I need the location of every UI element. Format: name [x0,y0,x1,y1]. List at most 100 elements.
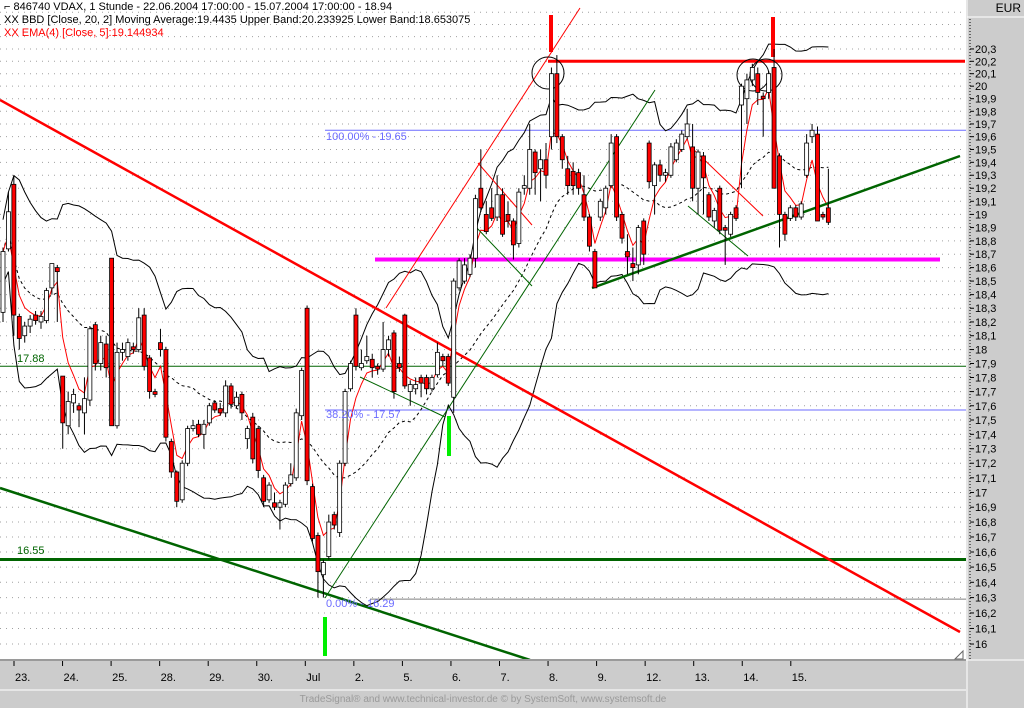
candle-body-down [152,391,158,395]
candle [201,419,207,449]
candle [755,67,761,105]
candle [630,247,636,282]
candle [212,400,218,413]
candle [342,388,348,467]
candle-body-up [337,462,343,533]
candle [71,388,76,413]
candle-body-up [711,210,717,222]
price-tick-label: 16,8 [975,517,996,529]
candle [396,356,402,372]
candle [114,342,120,429]
candle [825,168,831,225]
bollinger-lower-band[interactable] [2,262,829,607]
candle [375,363,381,375]
candle-body-down [391,332,397,392]
candle-body-down [174,471,180,502]
ema-legend[interactable]: XX EMA(4) [Close, 5]:19.144934 [4,27,164,39]
candle [120,342,125,361]
candle-body-up [467,257,473,275]
candle [402,313,408,389]
price-tick-label: 16,7 [975,532,996,544]
candle-body-down [733,207,739,219]
candle [407,380,413,406]
candle-body-up [473,198,478,259]
candle [706,192,712,221]
green-flag-line-1[interactable] [359,376,446,418]
candle-body-down [11,183,17,316]
candle [445,353,451,386]
candle [527,123,533,195]
time-tick-label: 24. [64,672,79,684]
candle [22,321,28,343]
candle-body-down [196,423,201,435]
candle-body-down [440,356,446,362]
price-tick-label: 16,6 [975,547,996,559]
green-channel-line[interactable] [324,89,656,599]
price-tick-label: 18,9 [975,223,996,235]
candle-body-up [549,73,554,138]
fib-100-label: 100.00% - 19.65 [326,131,407,143]
bollinger-upper-band[interactable] [2,43,829,376]
fib-0-label: 0.00% - 16.29 [326,598,395,610]
candle [728,211,734,237]
candle-body-down [587,216,592,247]
candle [749,63,755,87]
candle-body-down [782,214,788,235]
candle-body-up [684,123,690,138]
price-tick-label: 18,4 [975,290,996,302]
candle-body-down [706,194,712,218]
candle [711,207,717,228]
candle-body-down [33,314,38,321]
time-tick-label: 5. [403,672,412,684]
resize-grip-icon[interactable] [953,649,964,660]
level-17-88-label: 17.88 [17,353,45,365]
bbd-legend[interactable]: XX BBD [Close, 20, 2] Moving Average:19.… [4,14,471,26]
candle [147,355,153,399]
candle-body-down [825,207,831,223]
red-channel-line[interactable] [385,7,581,309]
price-tick-label: 19,3 [975,170,996,182]
green-flag-line-2[interactable] [474,225,533,287]
candle [429,374,435,392]
candle-body-down [777,155,782,215]
candle [418,374,424,398]
price-tick-label: 18,1 [975,331,996,343]
price-tick-label: 18,8 [975,236,996,248]
candle [353,308,359,371]
candle [331,511,337,530]
moving-average-line[interactable] [2,151,829,479]
candle [798,201,804,220]
candle [592,248,598,289]
red-flag-line-1[interactable] [477,162,533,226]
time-tick-label: 7. [501,672,510,684]
candle [288,463,294,487]
currency-label: EUR [995,1,1021,15]
candle-body-down [54,267,60,273]
red-downtrend-line[interactable] [0,98,961,634]
price-tick-label: 20,3 [975,44,996,56]
green-bottom-marker-2 [323,617,327,656]
candle [358,349,364,371]
time-tick-label: 2. [355,672,364,684]
candle [500,188,505,237]
candle-body-up [462,264,467,282]
candle [701,152,706,215]
candle [744,73,750,124]
candle [646,140,652,189]
time-axis-panel[interactable] [0,660,966,708]
candle [538,149,543,202]
candle [695,149,701,215]
green-lower-trend-line[interactable] [0,486,531,662]
candle-body-down [103,343,109,369]
time-tick-label: 23. [15,672,30,684]
candle-body-down [141,314,147,367]
candle-body-down [76,405,82,411]
candle [76,402,82,428]
top-circle-1[interactable] [531,56,565,90]
candle [54,264,60,322]
green-uptrend-support-line[interactable] [591,154,961,290]
candle-body-up [179,462,185,501]
price-axis-panel[interactable] [966,0,1024,708]
candle-body-down [261,477,267,502]
